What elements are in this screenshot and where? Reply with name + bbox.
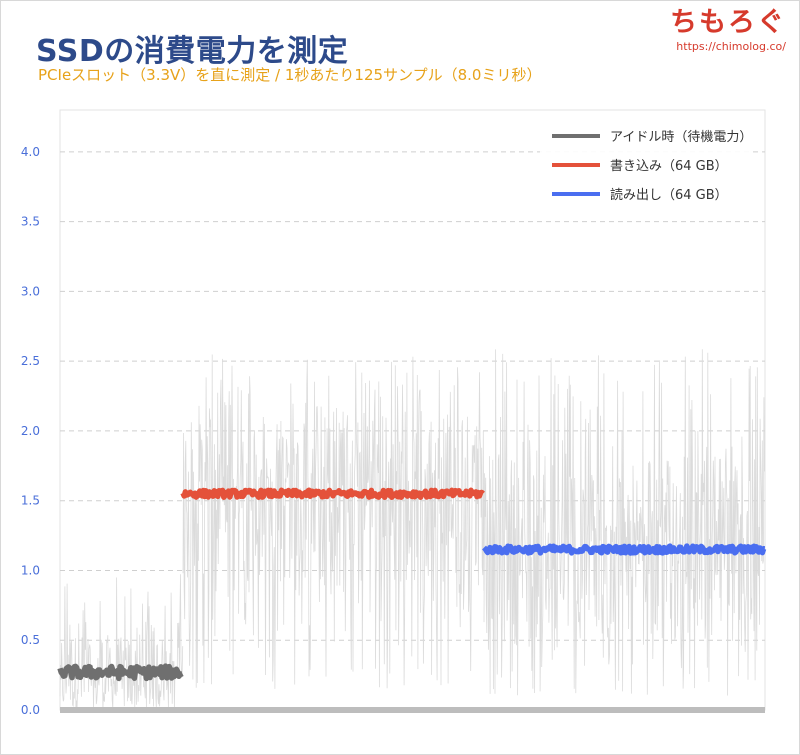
legend-label-0: アイドル時（待機電力）: [610, 130, 752, 145]
x-axis-baseline: [60, 707, 765, 713]
raw-samples-0: [59, 574, 184, 711]
chart-title: SSDの消費電力を測定: [36, 34, 349, 69]
y-tick-label: 2.5: [21, 354, 40, 368]
logo-url: https://chimolog.co/: [676, 40, 786, 53]
site-logo: ちもろぐ https://chimolog.co/: [670, 6, 786, 53]
y-tick-label: 3.5: [21, 215, 40, 229]
legend-label-1: 書き込み（64 GB）: [610, 159, 728, 174]
chart-subtitle: PCIeスロット（3.3V）を直に測定 / 1秒あたり125サンプル（8.0ミリ…: [38, 66, 542, 84]
series-line-0: [57, 663, 184, 682]
legend-label-2: 読み出し（64 GB）: [610, 187, 728, 203]
y-tick-label: 3.0: [21, 284, 40, 298]
y-tick-label: 1.5: [21, 494, 40, 508]
raw-samples-2: [483, 349, 765, 696]
raw-samples-1: [182, 354, 485, 689]
series-line-1: [180, 487, 485, 500]
logo-text: ちもろぐ: [670, 7, 786, 38]
y-tick-label: 1.0: [21, 563, 40, 577]
y-tick-label: 2.0: [21, 424, 40, 438]
y-tick-label: 0.5: [21, 633, 40, 647]
series-line-2: [482, 543, 767, 556]
y-tick-label: 4.0: [21, 145, 40, 159]
y-tick-label: 0.0: [21, 703, 40, 717]
